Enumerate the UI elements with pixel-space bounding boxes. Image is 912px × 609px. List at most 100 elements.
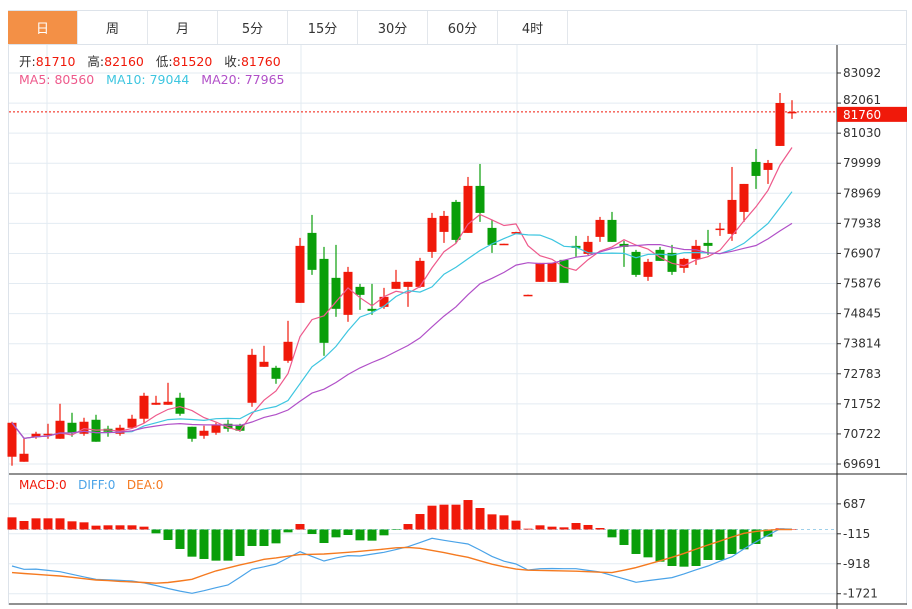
candle-body [163,401,173,405]
candle-body [355,286,365,295]
candle [295,237,305,303]
period-tabs: 日 周 月 5分 15分 30分 60分 4时 [8,10,907,45]
macd-bar [727,529,737,554]
candle-body [379,296,389,307]
macd-bar [79,522,89,530]
macd-bar [439,504,449,530]
tab-5min[interactable]: 5分 [218,11,288,44]
candle-body [331,277,341,309]
price-tick-label: 71752 [843,397,881,411]
tab-15min[interactable]: 15分 [288,11,358,44]
candle [487,219,497,253]
macd-bar [247,529,257,546]
candle [283,320,293,363]
tab-month[interactable]: 月 [148,11,218,44]
macd-bar [343,529,353,535]
candle-body [511,232,521,234]
macd-bar [235,529,245,556]
candle-body [607,219,617,242]
tab-60min[interactable]: 60分 [428,11,498,44]
price-tick-label: 82061 [843,93,881,107]
macd-tick-label: -115 [843,527,870,541]
candle-body [391,281,401,289]
tab-day[interactable]: 日 [8,11,78,44]
tab-30min[interactable]: 30分 [358,11,428,44]
candle [331,244,341,317]
candle [355,283,365,310]
candle [199,425,209,439]
price-tick-label: 75876 [843,277,881,291]
macd-bar [691,529,701,566]
ohlc-readout: 开:81710 高:82160 低:81520 收:81760 [19,54,281,69]
candle [511,231,521,234]
macd-bar [319,529,329,544]
candle-body [403,281,413,287]
candle-body [247,354,257,403]
candle-body [367,308,377,311]
candle-body [283,341,293,361]
price-tick-label: 74845 [843,307,881,321]
candle-body [43,433,53,436]
candle-body [175,397,185,414]
macd-tick-label: -918 [843,557,870,571]
macd-bar [595,528,605,530]
candle-body [763,162,773,170]
candle [91,414,101,442]
candle [391,269,401,289]
macd-bar [151,529,161,534]
chart-panel [8,10,907,605]
candle [151,395,161,405]
macd-bar [763,529,773,537]
tab-week[interactable]: 周 [78,11,148,44]
macd-bar [127,525,137,530]
macd-bar [559,527,569,530]
ma5-value: MA5: 80560 [19,72,95,87]
macd-bar [499,515,509,530]
tab-4hour[interactable]: 4时 [498,11,568,44]
price-tick-label: 81030 [843,126,881,140]
candle [715,222,725,236]
candle [523,294,533,297]
candle-body [631,251,641,275]
ma10-value: MA10: 79044 [106,72,190,87]
last-price-tag [837,106,907,122]
price-tick-label: 77938 [843,216,881,230]
macd-bar [211,529,221,561]
low-label: 低: [155,54,173,69]
candle-body [79,421,89,434]
macd-bar [739,529,749,550]
macd-bar [487,514,497,530]
macd-readout: MACD:0 DIFF:0 DEA:0 [19,478,163,493]
close-value: 81760 [240,54,281,69]
candle-body [223,423,233,429]
macd-bar [715,529,725,560]
candle-body [499,243,509,246]
macd-bar [271,529,281,544]
candle-body [775,102,785,146]
macd-bar [511,520,521,530]
candle [547,262,557,282]
macd-bar [523,528,533,530]
candle-body [211,424,221,433]
candle [139,392,149,423]
candle-body [643,261,653,277]
candle-body [271,367,281,379]
macd-bar [427,505,437,530]
macd-bar [103,525,113,530]
macd-bar [67,521,77,530]
macd-bar [607,529,617,538]
candle [259,345,269,367]
ma-readout: MA5: 80560 MA10: 79044 MA20: 77965 [19,72,285,87]
price-tick-label: 70722 [843,427,881,441]
candle-body [295,245,305,303]
price-tick-label: 79999 [843,156,881,170]
last-price-label: 81760 [843,108,881,122]
candle-body [727,199,737,234]
candle [187,426,197,442]
candle-body [547,262,557,282]
candle [427,212,437,258]
candle [367,283,377,315]
macd-bar [451,504,461,530]
macd-tick-label: -1721 [843,587,878,601]
